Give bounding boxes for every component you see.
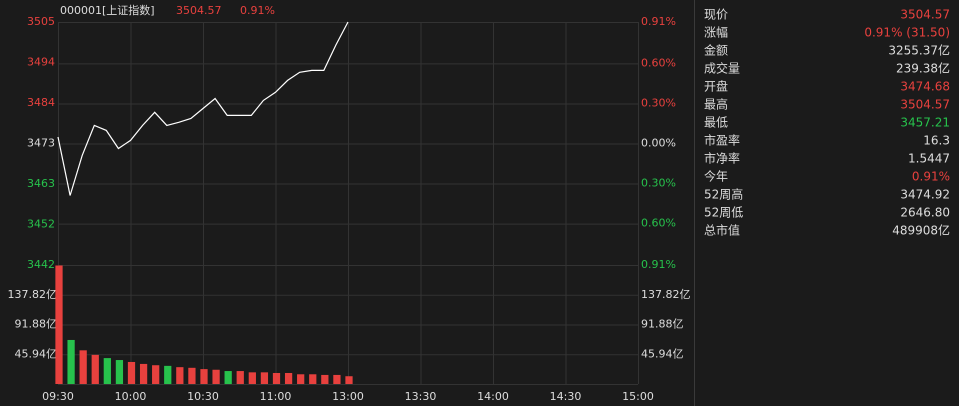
y-tick-label: 3494 [27, 55, 55, 68]
volume-bar [164, 365, 172, 384]
volume-bar [200, 369, 208, 384]
index-price: 3504.57 [176, 4, 222, 17]
y2-tick-label: 91.88亿 [641, 318, 684, 331]
quote-label: 成交量 [704, 61, 740, 76]
volume-bar [345, 376, 353, 384]
quote-value: 239.38亿 [896, 61, 950, 76]
volume-bar [115, 360, 124, 384]
volume-bar [272, 372, 281, 384]
volume-bar [260, 372, 269, 384]
volume-bar [333, 374, 341, 384]
x-tick-label: 10:30 [187, 390, 219, 403]
volume-bar [309, 374, 317, 384]
y-tick-label: 3473 [27, 137, 55, 150]
quote-label: 涨幅 [704, 25, 728, 40]
quote-label: 市净率 [704, 151, 740, 166]
quote-label: 最低 [704, 116, 728, 130]
quote-value: 3474.92 [900, 188, 950, 202]
quote-value: 0.91% (31.50) [864, 26, 950, 40]
quote-value: 2646.80 [900, 206, 950, 220]
quote-value: 3504.57 [900, 98, 950, 112]
y2-tick-label: 0.30% [641, 96, 676, 109]
y-tick-label: 137.82亿 [8, 288, 58, 301]
quote-value: 3474.68 [900, 80, 950, 94]
quote-label: 市盈率 [704, 133, 740, 148]
y-tick-label: 91.88亿 [15, 318, 58, 331]
volume-bar [212, 369, 220, 384]
x-tick-label: 14:30 [550, 390, 582, 403]
y2-tick-label: 0.30% [641, 177, 676, 190]
volume-bar [103, 358, 111, 384]
y2-tick-label: 0.91% [641, 15, 676, 28]
volume-bar [188, 367, 196, 384]
y-tick-label: 45.94亿 [15, 347, 58, 360]
x-tick-label: 09:30 [42, 390, 74, 403]
y-tick-label: 3442 [27, 258, 55, 271]
quote-value: 1.5447 [908, 152, 950, 166]
quote-value: 16.3 [923, 134, 950, 148]
x-tick-label: 13:30 [405, 390, 437, 403]
x-tick-label: 11:00 [260, 390, 292, 403]
price-line [57, 21, 349, 196]
quote-label: 开盘 [704, 79, 728, 94]
volume-bar [224, 371, 232, 384]
quote-label: 现价 [704, 8, 728, 22]
volume-bar [67, 339, 75, 384]
y-tick-label: 3463 [27, 177, 55, 190]
volume-bar [297, 374, 305, 384]
volume-bar [284, 372, 293, 384]
quote-value: 0.91% [912, 170, 950, 184]
index-code: 000001[上证指数] [60, 3, 155, 17]
y-tick-label: 3484 [27, 96, 55, 109]
y2-tick-label: 0.91% [641, 258, 676, 271]
volume-bar [79, 350, 87, 384]
quote-value: 3457.21 [900, 116, 950, 130]
quote-label: 总市值 [704, 223, 740, 238]
quote-label: 金额 [704, 43, 728, 58]
x-tick-label: 10:00 [115, 390, 147, 403]
y2-tick-label: 45.94亿 [641, 347, 684, 360]
quote-value: 3255.37亿 [888, 43, 950, 58]
x-tick-label: 15:00 [622, 390, 654, 403]
y2-tick-label: 137.82亿 [641, 288, 691, 301]
quote-label: 52周低 [704, 206, 743, 220]
y-tick-label: 3452 [27, 218, 55, 231]
index-change: 0.91% [240, 4, 275, 17]
volume-bar [321, 374, 329, 384]
volume-bar [139, 363, 148, 384]
x-tick-label: 13:00 [332, 390, 364, 403]
volume-bar [176, 367, 184, 384]
volume-bar [152, 365, 160, 384]
quote-label: 最高 [704, 97, 728, 112]
x-tick-label: 14:00 [477, 390, 509, 403]
quote-label: 今年 [704, 169, 728, 184]
volume-bar [127, 361, 136, 384]
quote-value: 489908亿 [892, 223, 950, 238]
volume-bar [248, 372, 256, 384]
quote-label: 52周高 [704, 187, 743, 202]
volume-bar [236, 371, 244, 384]
y-tick-label: 3505 [27, 15, 55, 28]
quote-value: 3504.57 [900, 8, 950, 22]
volume-bar [55, 265, 63, 384]
y2-tick-label: 0.00% [641, 137, 676, 150]
y2-tick-label: 0.60% [641, 217, 676, 230]
volume-bar [91, 354, 99, 384]
y2-tick-label: 0.60% [641, 56, 676, 69]
